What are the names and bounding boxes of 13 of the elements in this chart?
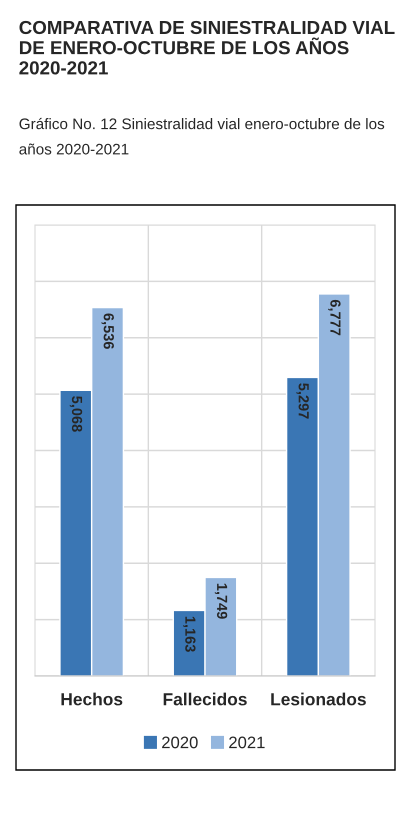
legend-label: 2021 (229, 736, 265, 748)
data-label: 5,068 (70, 396, 82, 432)
data-label: 5,297 (296, 383, 309, 419)
data-label: 1,749 (214, 584, 228, 619)
data-label: 6,777 (328, 300, 341, 336)
chart-title: COMPARATIVA DE SINIESTRALIDAD VIAL DE ENERO-OCTUBRE DE LOS AÑOS 2020-2021 (19, 20, 395, 75)
x-tick-label: Fallecidos (164, 692, 247, 706)
legend-label: 2020 (162, 736, 198, 748)
data-label: 6,536 (102, 313, 114, 349)
x-tick-label: Hechos (61, 692, 122, 706)
x-tick-label: Lesionados (271, 692, 366, 706)
data-label: 1,163 (183, 616, 196, 652)
chart-subtitle: Gráfico No. 12 Siniestralidad vial enero-octubre de los años 2020-2021 (19, 118, 384, 155)
